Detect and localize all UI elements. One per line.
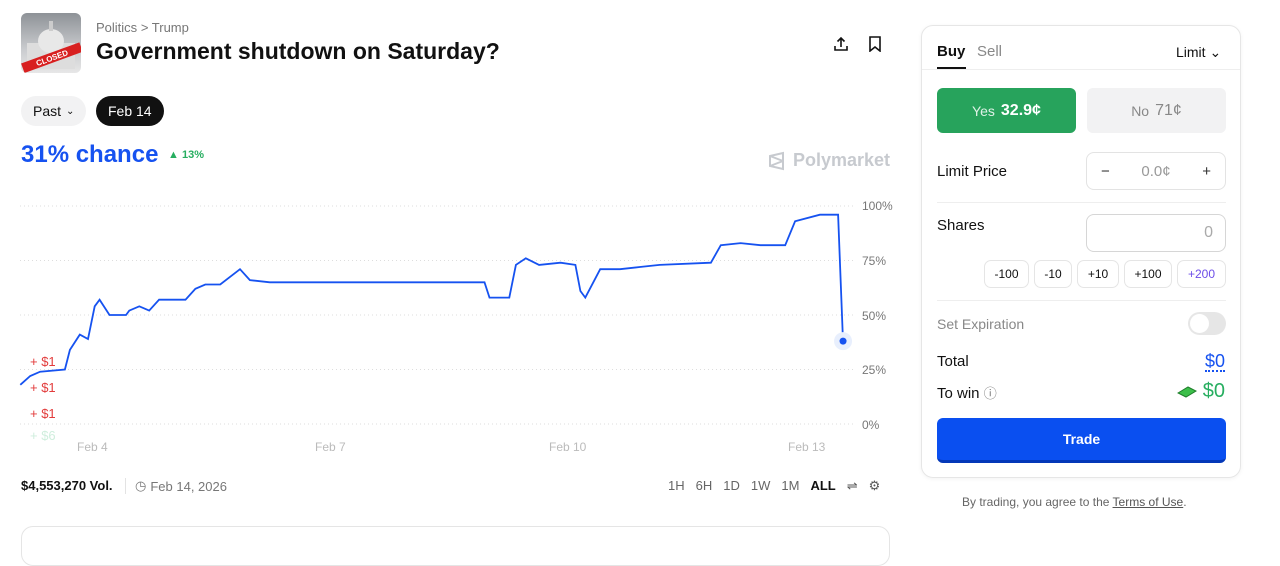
y-tick: 25% (862, 363, 887, 377)
quick-plus-100[interactable]: +100 (1124, 260, 1172, 288)
range-1h[interactable]: 1H (668, 478, 685, 493)
y-tick: 100% (862, 199, 893, 213)
quick-plus-10[interactable]: +10 (1077, 260, 1119, 288)
bookmark-button[interactable] (864, 33, 886, 55)
past-label: Past (33, 103, 62, 119)
price-line (19, 213, 844, 386)
x-tick: Feb 10 (549, 440, 587, 454)
tab-buy[interactable]: Buy (937, 43, 966, 60)
x-tick: Feb 4 (77, 440, 108, 454)
breadcrumb: Politics > Trump (96, 20, 189, 35)
past-dropdown[interactable]: Past ⌄ (21, 96, 87, 126)
trade-annotation: + $1 (30, 354, 56, 369)
expiration-label: Set Expiration (937, 316, 1025, 332)
decrement-button[interactable]: − (1101, 162, 1110, 180)
order-type-label: Limit (1176, 44, 1206, 60)
up-arrow-icon: ▲ (168, 149, 182, 161)
polymarket-icon (769, 151, 784, 170)
money-icon (1176, 385, 1197, 398)
expiration-toggle[interactable] (1188, 312, 1226, 335)
y-tick: 75% (862, 254, 887, 268)
polymarket-logo: Polymarket (767, 150, 890, 171)
x-tick: Feb 7 (315, 440, 346, 454)
order-type-dropdown[interactable]: Limit ⌄ (1176, 44, 1221, 61)
quick-minus-10[interactable]: -10 (1034, 260, 1072, 288)
terms-link[interactable]: Terms of Use (1112, 495, 1184, 509)
share-button[interactable] (830, 33, 852, 55)
range-6h[interactable]: 6H (695, 478, 713, 493)
range-1m[interactable]: 1M (781, 478, 800, 493)
to-win-text: To win (937, 385, 980, 402)
clock-icon: ◷ (135, 478, 147, 493)
price-chart[interactable] (0, 0, 900, 470)
capitol-image: CLOSED (21, 21, 81, 73)
breadcrumb-politics[interactable]: Politics (96, 20, 138, 35)
divider (937, 300, 1226, 301)
total-value[interactable]: $0 (1204, 351, 1225, 372)
trade-annotation: + $1 (30, 380, 56, 395)
date-pill[interactable]: Feb 14 (96, 96, 164, 126)
terms-notice: By trading, you agree to the Terms of Us… (962, 495, 1187, 509)
page-title: Government shutdown on Saturday? (96, 38, 500, 64)
active-tab-indicator (937, 67, 966, 69)
increment-button[interactable]: + (1202, 162, 1211, 180)
trade-annotation: + $6 (30, 428, 56, 443)
y-tick: 0% (862, 418, 880, 432)
yes-price: 32.9¢ (1000, 101, 1041, 119)
shares-label: Shares (937, 217, 985, 234)
limit-price-stepper: − 0.0¢ + (1086, 152, 1226, 190)
divider (937, 202, 1226, 203)
limit-price-value[interactable]: 0.0¢ (1141, 162, 1171, 180)
share-icon (834, 36, 848, 51)
breadcrumb-trump[interactable]: Trump (151, 20, 189, 35)
no-label: No (1131, 102, 1150, 119)
divider (922, 69, 1240, 70)
to-win-value: $0 (1176, 380, 1225, 403)
to-win-label: To win ⓘ (937, 383, 997, 402)
trade-panel: Buy Sell Limit ⌄ Yes 32.9¢ No 71¢ Limit … (921, 25, 1241, 478)
range-1d[interactable]: 1D (723, 478, 740, 493)
brand-name: Polymarket (793, 150, 891, 170)
end-date-text: Feb 14, 2026 (150, 478, 227, 494)
x-tick: Feb 13 (788, 440, 826, 454)
range-all[interactable]: ALL (810, 478, 836, 493)
total-label: Total (937, 353, 969, 370)
info-card (21, 526, 890, 566)
no-button[interactable]: No 71¢ (1087, 88, 1226, 133)
shuffle-icon[interactable]: ⇌ (846, 478, 858, 493)
current-point (839, 337, 847, 345)
breadcrumb-separator: > (140, 20, 152, 35)
terms-text: By trading, you agree to the (962, 495, 1113, 509)
chevron-down-icon: ⌄ (66, 105, 75, 117)
divider (125, 478, 126, 494)
quick-plus-200[interactable]: +200 (1177, 260, 1226, 288)
shares-input[interactable] (1086, 214, 1226, 252)
y-tick: 50% (862, 309, 887, 323)
limit-price-label: Limit Price (937, 163, 1008, 180)
market-thumbnail: CLOSED (21, 13, 81, 73)
yes-button[interactable]: Yes 32.9¢ (937, 88, 1076, 133)
range-1w[interactable]: 1W (750, 478, 771, 493)
volume: $4,553,270 Vol. (21, 478, 113, 493)
end-date: ◷ Feb 14, 2026 (135, 478, 227, 494)
to-win-amount: $0 (1202, 380, 1225, 402)
change-value: 13% (181, 149, 204, 161)
quick-minus-100[interactable]: -100 (984, 260, 1029, 288)
terms-suffix: . (1183, 495, 1187, 509)
chevron-down-icon: ⌄ (1209, 44, 1222, 60)
info-icon[interactable]: ⓘ (983, 386, 997, 401)
tab-sell[interactable]: Sell (977, 43, 1003, 60)
gear-icon[interactable]: ⚙ (868, 478, 881, 493)
range-selector: 1H 6H 1D 1W 1M ALL ⇌ ⚙ (668, 478, 880, 494)
bookmark-icon (869, 36, 881, 52)
yes-label: Yes (972, 102, 995, 119)
trade-button[interactable]: Trade (937, 418, 1226, 463)
chance-change: ▲ 13% (168, 149, 204, 161)
no-price: 71¢ (1155, 101, 1182, 119)
chance-value: 31% chance (21, 141, 159, 168)
trade-annotation: + $1 (30, 406, 56, 421)
